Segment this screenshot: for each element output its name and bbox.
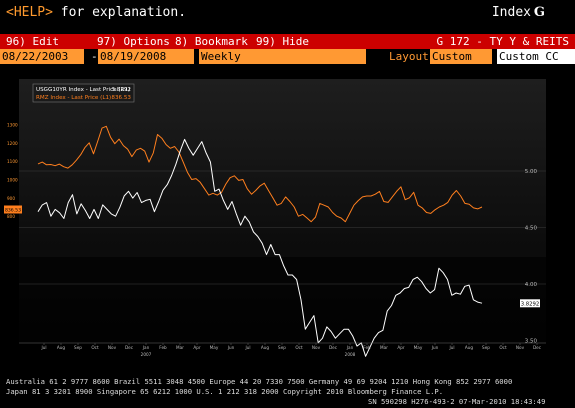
date-separator: - bbox=[91, 50, 98, 63]
command-line: <HELP> for explanation. Index G bbox=[0, 0, 575, 26]
right-last-value-box bbox=[520, 299, 540, 308]
x-tick-label: Feb bbox=[159, 345, 167, 350]
index-label: Index bbox=[491, 5, 531, 20]
x-tick-label: Oct bbox=[295, 345, 303, 350]
x-tick-label: Nov bbox=[516, 345, 525, 350]
line-chart: Jul Aug Sep Oct Nov Dec Jan Feb Mar Apr May Jun Jul A… bbox=[0, 66, 575, 377]
series-line-rmz bbox=[37, 125, 483, 223]
x-tick-label: Jan bbox=[142, 345, 150, 350]
x-tick-label: Oct bbox=[499, 345, 507, 350]
x-tick-label: Oct bbox=[91, 345, 99, 350]
left-tick-label: 1200 bbox=[7, 141, 18, 146]
x-tick-label: May bbox=[414, 345, 423, 350]
x-tick-label: Dec bbox=[125, 345, 134, 350]
gridlines bbox=[19, 170, 546, 285]
x-tick-label: Aug bbox=[261, 345, 270, 350]
x-tick-label: Jul bbox=[448, 345, 454, 350]
legend-value-2: 836.53 bbox=[111, 95, 131, 101]
right-tick-label: 4.00 bbox=[525, 282, 538, 288]
footer: Australia 61 2 9777 8600 Brazil 5511 304… bbox=[0, 377, 575, 408]
help-tag[interactable]: <HELP> bbox=[6, 5, 53, 20]
x-tick-label: Aug bbox=[57, 345, 66, 350]
legend-box bbox=[32, 83, 135, 103]
x-tick-label: Aug bbox=[465, 345, 474, 350]
right-axis: 5.00 4.50 4.00 3.50 3.8292 bbox=[520, 169, 540, 345]
footer-line-3: SN 590298 H276-493-2 07-Mar-2010 18:43:4… bbox=[368, 397, 546, 406]
right-tick-label: 5.00 bbox=[525, 169, 538, 175]
left-tick-label: 800 bbox=[7, 214, 15, 219]
end-date-field[interactable]: 08/19/2008 bbox=[98, 49, 194, 64]
x-year-label: 2008 bbox=[345, 352, 356, 357]
plot-lower-band bbox=[19, 257, 546, 343]
x-tick-label: Jul bbox=[40, 345, 46, 350]
x-tick-label: Mar bbox=[380, 345, 388, 350]
footer-line-1: Australia 61 2 9777 8600 Brazil 5511 304… bbox=[6, 377, 513, 386]
options-menu[interactable]: 97) Options bbox=[97, 35, 170, 48]
menu-bar: 96) Edit 97) Options 8) Bookmark 99) Hid… bbox=[0, 34, 575, 49]
legend-entry-1: USGG10YR Index - Last Price (R1) bbox=[36, 87, 130, 93]
screen-title: G 172 - TY Y & REITS bbox=[436, 35, 569, 48]
hide-menu[interactable]: 99) Hide bbox=[256, 35, 309, 48]
x-tick-label: Nov bbox=[108, 345, 117, 350]
bookmark-menu[interactable]: 8) Bookmark bbox=[175, 35, 248, 48]
left-tick-label: 1300 bbox=[7, 122, 18, 127]
right-tick-label: 3.50 bbox=[525, 339, 538, 345]
left-tick-label: 1100 bbox=[7, 159, 18, 164]
series-lines bbox=[37, 125, 483, 357]
right-last-value-label: 3.8292 bbox=[521, 301, 540, 307]
field-bar: 08/22/2003 - 08/19/2008 Weekly Layout Cu… bbox=[0, 49, 575, 64]
layout-label: Layout bbox=[389, 50, 429, 63]
x-axis: Jul Aug Sep Oct Nov Dec Jan Feb Mar Apr May Jun Jul A… bbox=[19, 342, 546, 357]
left-tick-label: 1000 bbox=[7, 178, 18, 183]
series-line-usgg10yr bbox=[37, 138, 483, 357]
x-tick-label: Apr bbox=[193, 345, 201, 350]
footer-line-2: Japan 81 3 3201 8900 Singapore 65 6212 1… bbox=[6, 387, 444, 396]
legend-entry-2: RMZ Index - Last Price (L1) bbox=[36, 95, 111, 101]
legend-value-1: 3.8292 bbox=[111, 87, 131, 93]
frequency-field[interactable]: Weekly bbox=[199, 49, 366, 64]
x-tick-label: Mar bbox=[176, 345, 184, 350]
x-tick-label: Dec bbox=[533, 345, 542, 350]
left-tick-label: 900 bbox=[7, 196, 15, 201]
x-tick-label: Jul bbox=[244, 345, 250, 350]
x-tick-label: Jun bbox=[431, 345, 439, 350]
x-tick-label: Apr bbox=[397, 345, 405, 350]
x-tick-label: May bbox=[210, 345, 219, 350]
x-tick-label: Jun bbox=[227, 345, 235, 350]
x-tick-label: Sep bbox=[74, 345, 82, 350]
left-last-value-label: 836.53 bbox=[5, 207, 21, 213]
start-date-field[interactable]: 08/22/2003 bbox=[0, 49, 84, 64]
x-tick-label: Nov bbox=[312, 345, 321, 350]
x-tick-label: Dec bbox=[329, 345, 338, 350]
layout-field[interactable]: Custom bbox=[430, 49, 492, 64]
legend: USGG10YR Index - Last Price (R1) 3.8292 … bbox=[32, 83, 135, 103]
x-tick-label: Feb bbox=[363, 345, 371, 350]
x-year-label: 2007 bbox=[141, 352, 152, 357]
edit-menu[interactable]: 96) Edit bbox=[6, 35, 59, 48]
left-last-value-box bbox=[4, 205, 22, 214]
custom-cc-field[interactable]: Custom CC bbox=[497, 49, 575, 64]
x-tick-label: Jan bbox=[346, 345, 354, 350]
x-tick-label: Sep bbox=[482, 345, 490, 350]
x-tick-label: Sep bbox=[278, 345, 286, 350]
g-function-icon[interactable]: G bbox=[533, 5, 545, 20]
right-tick-label: 4.50 bbox=[525, 226, 538, 232]
help-text: for explanation. bbox=[52, 5, 187, 20]
